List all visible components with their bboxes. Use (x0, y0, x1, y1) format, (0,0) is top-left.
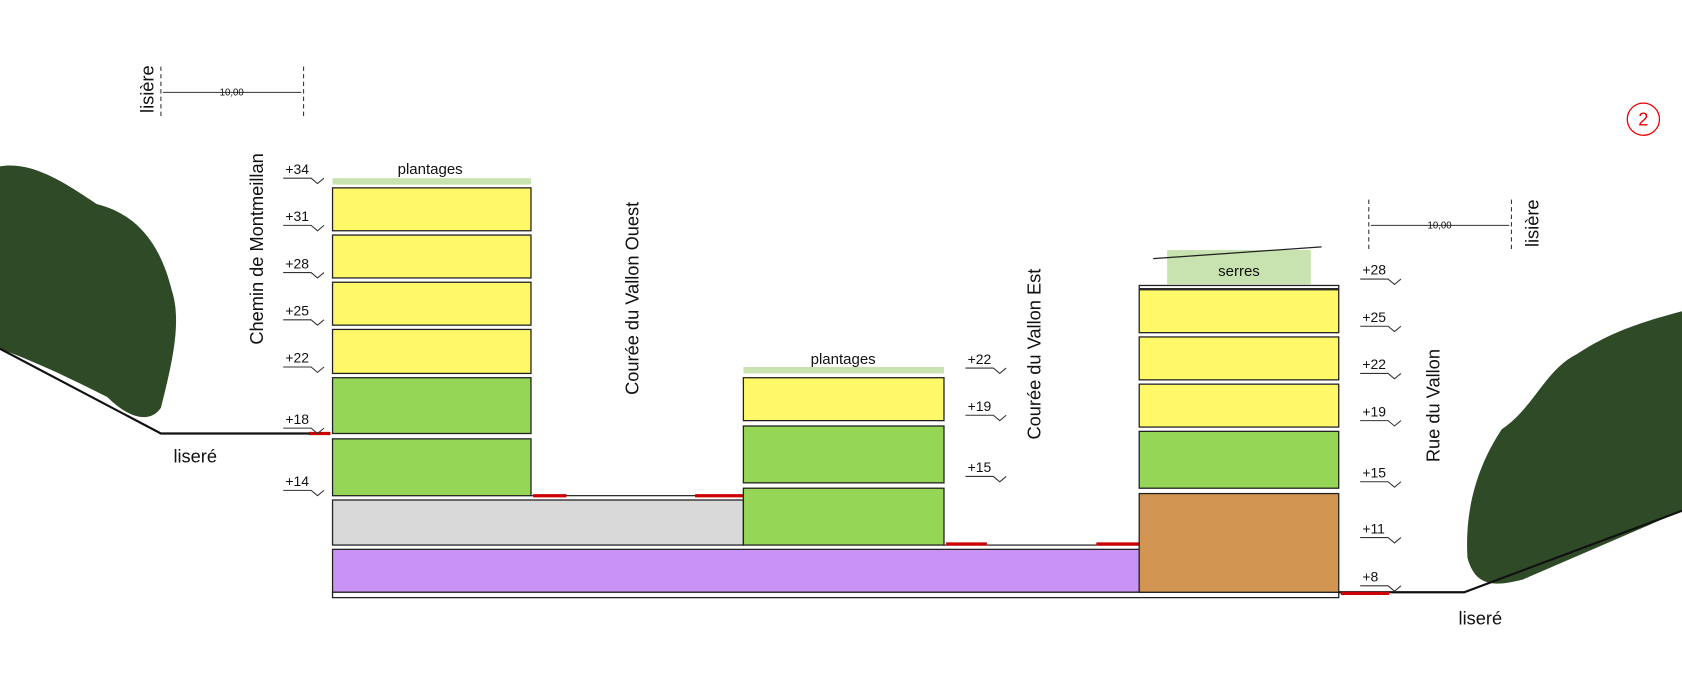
level-label: +19 (968, 398, 992, 414)
level-label: +8 (1362, 569, 1378, 585)
level-label: +15 (1362, 464, 1386, 480)
level-label: +22 (1362, 356, 1386, 372)
level-label: +22 (285, 350, 309, 366)
level-label: +18 (285, 411, 309, 427)
dimension: 10,00 (220, 88, 244, 99)
courtyard-name: Courée du Vallon Est (1024, 269, 1045, 440)
level-leader (1360, 278, 1402, 286)
level-label: +19 (1362, 403, 1386, 419)
ground-left (0, 347, 331, 435)
roof-label: plantages (811, 351, 876, 368)
level-leader (1360, 537, 1402, 544)
base (331, 591, 1340, 599)
tree-left (0, 165, 177, 418)
level-label: +22 (968, 351, 992, 367)
roof-label: serres (1218, 263, 1260, 280)
level-leader (283, 224, 325, 232)
level-label: +28 (1362, 262, 1386, 278)
level-label: +14 (285, 473, 309, 489)
level-leader (965, 475, 1007, 483)
marker-circle (1626, 102, 1661, 136)
dimensions (160, 66, 1512, 249)
tree-right (1467, 311, 1682, 584)
level-leader (283, 272, 325, 279)
sidewalks (308, 431, 1390, 595)
level-leader (1360, 372, 1402, 380)
marker: 2 (1638, 109, 1648, 130)
level-leader (1360, 585, 1402, 592)
building-1 (331, 178, 532, 497)
street-name: Rue du Vallon (1423, 349, 1444, 462)
level-leader (283, 489, 325, 497)
level-leader (965, 414, 1007, 422)
level-leader (283, 319, 325, 326)
building-2 (742, 366, 945, 546)
edge-label: lisière (136, 65, 157, 113)
level-leader (1360, 481, 1402, 488)
parking (331, 548, 1140, 593)
level-leader (965, 367, 1007, 375)
level-label: +25 (1362, 309, 1386, 325)
level-leader (1360, 420, 1402, 427)
podium (331, 499, 745, 546)
edge-name: liseré (173, 445, 217, 466)
courtyard-name: Courée du Vallon Ouest (621, 202, 642, 395)
building-3 (1138, 246, 1340, 593)
edge-label: lisière (1521, 199, 1542, 247)
level-label: +34 (285, 161, 309, 177)
level-label: +15 (968, 459, 992, 475)
level-leader (283, 427, 325, 435)
street-name: Chemin de Montmeillan (246, 153, 267, 344)
edge-name: liseré (1459, 607, 1503, 628)
level-label: +31 (285, 208, 309, 224)
level-leader (283, 366, 325, 374)
level-leader (1360, 325, 1402, 333)
level-leader (283, 177, 325, 185)
dimension: 10,00 (1427, 221, 1451, 232)
level-label: +11 (1362, 520, 1385, 536)
level-label: +28 (285, 255, 309, 271)
level-label: +25 (285, 303, 309, 319)
roof-label: plantages (398, 161, 463, 178)
